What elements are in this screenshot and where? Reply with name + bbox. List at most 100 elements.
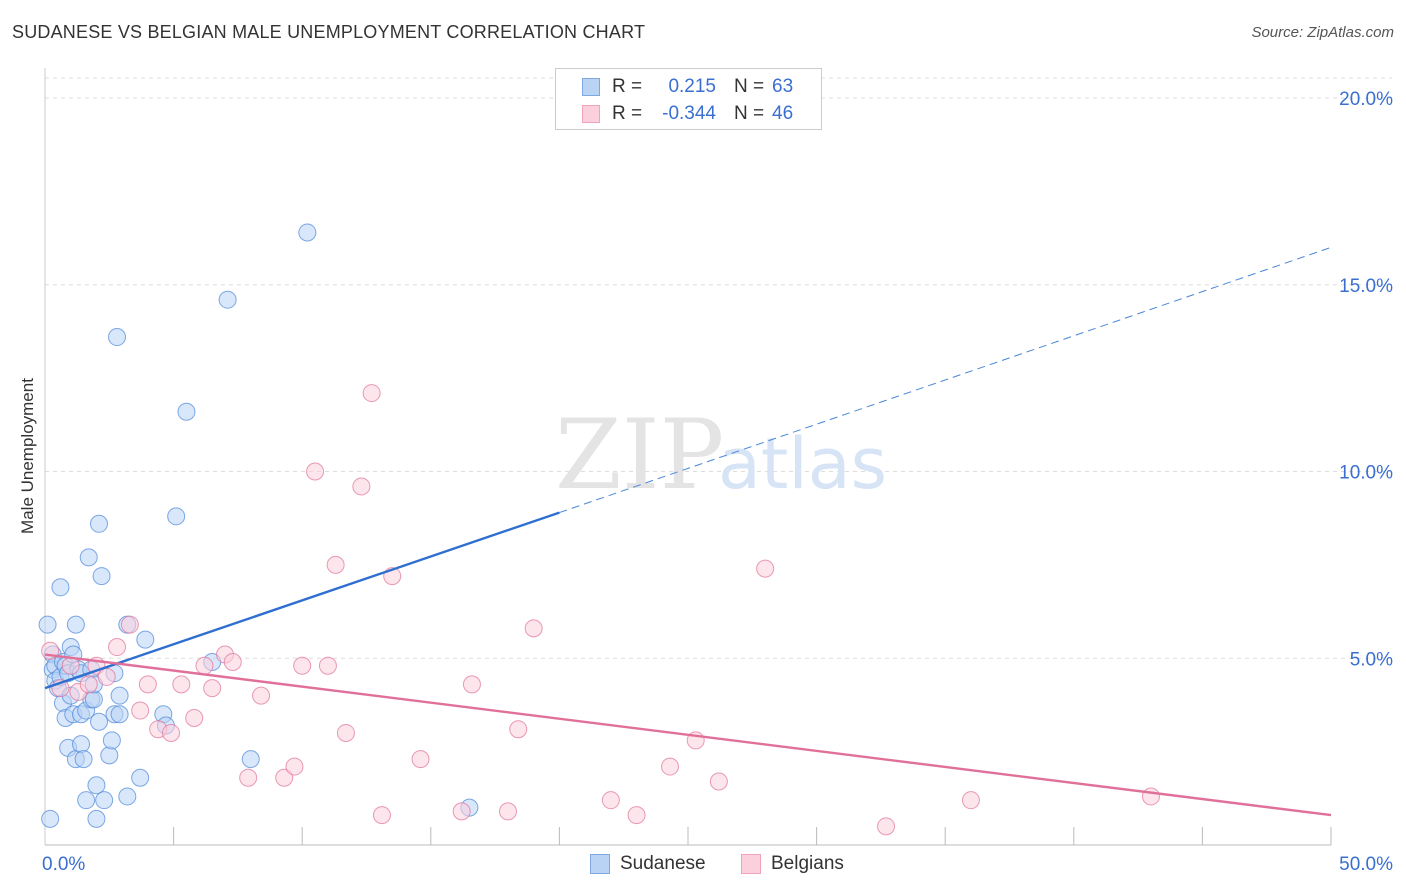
stats-swatch-sudanese [582,78,600,96]
sudanese-point [51,578,70,597]
sudanese-point [136,630,155,649]
belgians-point [362,384,381,403]
sudanese-point [131,768,150,787]
belgians-point [252,686,271,705]
y-tick-label: 5.0% [1350,649,1393,670]
belgians-point [108,638,127,657]
belgians-point [709,772,728,791]
y-tick-label: 20.0% [1339,89,1393,110]
belgians-point [131,701,150,720]
belgians-point [877,817,896,836]
belgians-point [79,675,98,694]
belgians-point [185,709,204,728]
sudanese-point [66,615,85,634]
sudanese-trendline [44,511,560,690]
legend-swatch-belgians [741,854,761,874]
sudanese-point [87,809,106,828]
belgians-point [275,768,294,787]
source-credit: Source: ZipAtlas.com [1251,24,1394,41]
sudanese-point [218,290,237,309]
y-tick-label: 15.0% [1339,276,1393,297]
belgians-point [172,675,191,694]
legend-label-sudanese: Sudanese [620,853,706,874]
stats-row-sudanese: R = 0.215 N = 63 [556,74,823,100]
belgians-point [285,757,304,776]
sudanese-point [87,776,106,795]
watermark-zip: ZIP [555,399,724,511]
belgians-point [1141,787,1160,806]
stats-r-label: R = [612,103,643,124]
belgians-point [293,656,312,675]
belgians-point [660,757,679,776]
belgians-point [326,555,345,574]
sudanese-point [41,809,60,828]
belgians-point [627,806,646,825]
sudanese-point [102,731,121,750]
stats-box: R = 0.215 N = 63 R = -0.344 N = 46 [555,68,822,130]
trend-lines [44,246,1332,817]
y-tick-label: 10.0% [1339,463,1393,484]
belgians-point [452,802,471,821]
tick-labels: 5.0% 10.0% 15.0% 20.0% 0.0% 50.0% [42,89,1393,875]
belgians-trendline [44,653,1332,817]
chart-title: SUDANESE VS BELGIAN MALE UNEMPLOYMENT CO… [12,22,646,42]
stats-r-value: 0.215 [668,76,716,97]
legend-label-belgians: Belgians [771,853,844,874]
axes [44,68,1332,846]
grid-lines [45,77,1392,659]
sudanese-point [167,507,186,526]
sudanese-point [79,548,98,567]
stats-r-label: R = [612,76,643,97]
belgians-point [462,675,481,694]
sudanese-point [298,223,317,242]
sudanese-point [77,791,96,810]
x-tick-label: 0.0% [42,854,85,875]
sudanese-trendline-extension [559,246,1332,514]
belgians-point [372,806,391,825]
belgians-point [195,656,214,675]
sudanese-point [74,750,93,769]
belgians-point [61,656,80,675]
belgians-point [239,768,258,787]
belgians-point [352,477,371,496]
data-points [38,223,1160,836]
belgians-point [203,679,222,698]
belgians-point [97,667,116,686]
belgians-point [223,652,242,671]
sudanese-point [72,735,91,754]
belgians-point [411,750,430,769]
stats-r-value: -0.344 [662,103,716,124]
sudanese-point [108,328,127,347]
sudanese-point [118,787,137,806]
sudanese-point [95,791,114,810]
sudanese-point [90,514,109,533]
belgians-point [498,802,517,821]
belgians-point [601,791,620,810]
stats-row-belgians: R = -0.344 N = 46 [556,101,823,127]
belgians-point [524,619,543,638]
sudanese-point [92,567,111,586]
stats-swatch-belgians [582,105,600,123]
stats-n-value: 63 [772,76,794,97]
belgians-point [336,723,355,742]
belgians-point [162,723,181,742]
stats-n-label: N = [734,103,765,124]
sudanese-point [110,686,129,705]
stats-n-label: N = [734,76,765,97]
belgians-point [138,675,157,694]
sudanese-point [177,402,196,421]
belgians-point [120,615,139,634]
belgians-point [509,720,528,739]
x-tick-label: 50.0% [1339,854,1393,875]
belgians-point [756,559,775,578]
sudanese-point [90,712,109,731]
sudanese-point [100,746,119,765]
stats-n-value: 46 [772,103,794,124]
sudanese-point [110,705,129,724]
legend-swatch-sudanese [590,854,610,874]
belgians-point [961,791,980,810]
legend: Sudanese Belgians [0,852,1406,878]
sudanese-point [241,750,260,769]
watermark-atlas: atlas [718,423,887,505]
